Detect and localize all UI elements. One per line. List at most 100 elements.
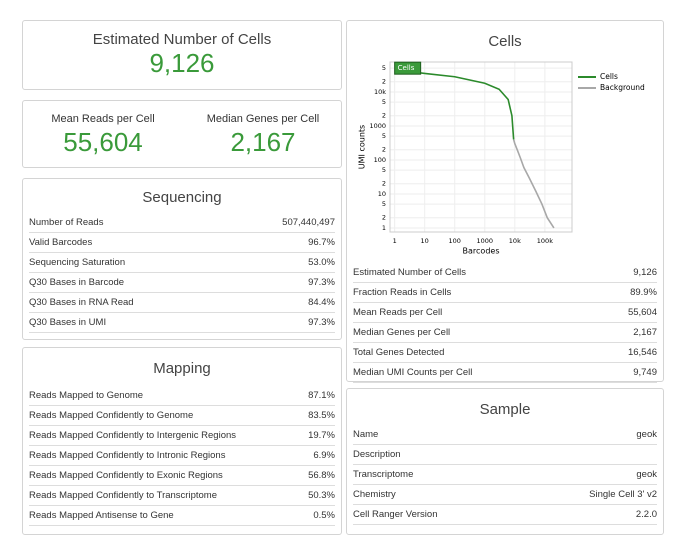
table-row: Name geok xyxy=(353,425,657,445)
row-label: Description xyxy=(353,449,401,460)
estimated-panel: Estimated Number of Cells 9,126 xyxy=(22,20,342,90)
row-value: 96.7% xyxy=(308,237,335,248)
row-label: Median UMI Counts per Cell xyxy=(353,367,473,378)
row-value: 9,749 xyxy=(633,367,657,378)
row-label: Chemistry xyxy=(353,489,396,500)
plot-frame xyxy=(389,61,573,233)
metric-title: Median Genes per Cell xyxy=(206,113,320,125)
row-label: Reads Mapped Confidently to Intergenic R… xyxy=(29,430,237,441)
row-value: 0.5% xyxy=(313,510,335,521)
table-row: Mean Reads per Cell 55,604 xyxy=(353,303,657,323)
legend-label: Background xyxy=(600,83,645,92)
row-label: Sequencing Saturation xyxy=(29,257,126,268)
table-row: Median Genes per Cell 2,167 xyxy=(353,323,657,343)
table-row: Description xyxy=(353,445,657,465)
row-value: 97.3% xyxy=(308,277,335,288)
row-value: 2.2.0 xyxy=(635,509,657,520)
y-tick-label: 2 xyxy=(382,78,386,86)
table-row: Reads Mapped Confidently to Genome 83.5% xyxy=(29,406,335,426)
row-label: Valid Barcodes xyxy=(29,237,93,248)
row-label: Name xyxy=(353,429,379,440)
mapping-panel: Mapping Reads Mapped to Genome 87.1% Reads… xyxy=(22,347,342,535)
hover-label: Cells xyxy=(398,64,415,72)
y-tick-label: 5 xyxy=(382,200,386,208)
x-tick-label: 1 xyxy=(393,237,397,245)
reads-panel: Mean Reads per Cell 55,604 Median Genes … xyxy=(22,100,342,168)
metric-value: 9,126 xyxy=(149,48,215,78)
row-value: 19.7% xyxy=(308,430,335,441)
row-value: 6.9% xyxy=(313,450,335,461)
x-tick-label: 100 xyxy=(449,237,461,245)
row-label: Q30 Bases in UMI xyxy=(29,317,107,328)
table-row: Number of Reads 507,440,497 xyxy=(29,213,335,233)
row-label: Mean Reads per Cell xyxy=(353,307,443,318)
panel-title: Sequencing xyxy=(142,189,222,206)
table-row: Transcriptome geok xyxy=(353,465,657,485)
table: Reads Mapped to Genome 87.1% Reads Mapped … xyxy=(29,386,335,526)
row-label: Estimated Number of Cells xyxy=(353,267,466,278)
table-row: Reads Mapped Confidently to Intergenic R… xyxy=(29,426,335,446)
row-label: Transcriptome xyxy=(353,469,414,480)
table-row: Q30 Bases in RNA Read 84.4% xyxy=(29,293,335,313)
table-row: Valid Barcodes 96.7% xyxy=(29,233,335,253)
row-value: 50.3% xyxy=(308,490,335,501)
panel-title: Mapping xyxy=(153,360,211,377)
table: Number of Reads 507,440,497 Valid Barcodes… xyxy=(29,213,335,333)
metric-title: Mean Reads per Cell xyxy=(51,113,155,125)
row-value: geok xyxy=(636,469,657,480)
row-label: Median Genes per Cell xyxy=(353,327,451,338)
y-tick-label: 10k xyxy=(374,88,386,96)
row-label: Number of Reads xyxy=(29,217,104,228)
row-value: 55,604 xyxy=(627,307,657,318)
barcode-rank-chart: UMI counts Barcodes 1 2 5 10 2 5 100 2 5 1000 2 5 10… xyxy=(358,61,645,256)
row-value: 53.0% xyxy=(308,257,335,268)
table-row: Q30 Bases in Barcode 97.3% xyxy=(29,273,335,293)
y-tick-label: 1 xyxy=(382,224,386,232)
row-label: Q30 Bases in RNA Read xyxy=(29,297,134,308)
metric-value: 2,167 xyxy=(230,127,296,157)
row-label: Cell Ranger Version xyxy=(353,509,438,520)
hover-label-box xyxy=(394,61,422,75)
table-row: Estimated Number of Cells 9,126 xyxy=(353,263,657,283)
x-tick-label: 10k xyxy=(509,237,521,245)
row-value: geok xyxy=(636,429,657,440)
sequencing-panel: Sequencing Number of Reads 507,440,497 Val… xyxy=(22,178,342,340)
series-line xyxy=(512,139,555,229)
panel-title: Cells xyxy=(488,33,522,50)
table-row: Cell Ranger Version 2.2.0 xyxy=(353,505,657,525)
x-tick-label: 1000 xyxy=(477,237,494,245)
table-row: Reads Mapped Antisense to Gene 0.5% xyxy=(29,506,335,526)
legend-label: Cells xyxy=(600,72,618,81)
row-value: 507,440,497 xyxy=(282,217,335,228)
table-row: Reads Mapped Confidently to Transcriptom… xyxy=(29,486,335,506)
row-label: Fraction Reads in Cells xyxy=(353,287,452,298)
y-tick-label: 2 xyxy=(382,112,386,120)
row-label: Reads Mapped Confidently to Intronic Reg… xyxy=(29,450,226,461)
row-label: Reads Mapped Confidently to Exonic Regio… xyxy=(29,470,223,481)
table-row: Median UMI Counts per Cell 9,749 xyxy=(353,363,657,383)
y-tick-label: 5 xyxy=(382,132,386,140)
row-value: 9,126 xyxy=(633,267,657,278)
row-label: Q30 Bases in Barcode xyxy=(29,277,125,288)
row-value: 87.1% xyxy=(308,390,335,401)
y-tick-label: 2 xyxy=(382,146,386,154)
row-label: Reads Mapped Confidently to Transcriptom… xyxy=(29,490,217,501)
y-tick-label: 5 xyxy=(382,64,386,72)
row-label: Reads Mapped Antisense to Gene xyxy=(29,510,174,521)
row-label: Total Genes Detected xyxy=(353,347,445,358)
panel-title: Estimated Number of Cells xyxy=(92,31,272,48)
table-row: Fraction Reads in Cells 89.9% xyxy=(353,283,657,303)
row-value: Single Cell 3' v2 xyxy=(589,489,657,500)
y-tick-label: 2 xyxy=(382,180,386,188)
row-value: 89.9% xyxy=(630,287,657,298)
row-value: 2,167 xyxy=(633,327,657,338)
table: Name geok Description Transcriptome geok Chem… xyxy=(353,425,657,525)
x-tick-label: 100k xyxy=(537,237,553,245)
table-row: Total Genes Detected 16,546 xyxy=(353,343,657,363)
metric-value: 55,604 xyxy=(63,127,143,157)
y-tick-label: 5 xyxy=(382,166,386,174)
row-label: Reads Mapped Confidently to Genome xyxy=(29,410,194,421)
table-row: Reads Mapped to Genome 87.1% xyxy=(29,386,335,406)
x-tick-label: 10 xyxy=(421,237,429,245)
